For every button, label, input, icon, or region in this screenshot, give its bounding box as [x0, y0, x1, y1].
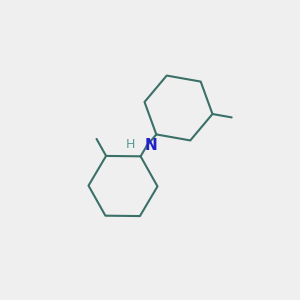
Text: N: N [144, 138, 157, 153]
Text: H: H [126, 137, 135, 151]
